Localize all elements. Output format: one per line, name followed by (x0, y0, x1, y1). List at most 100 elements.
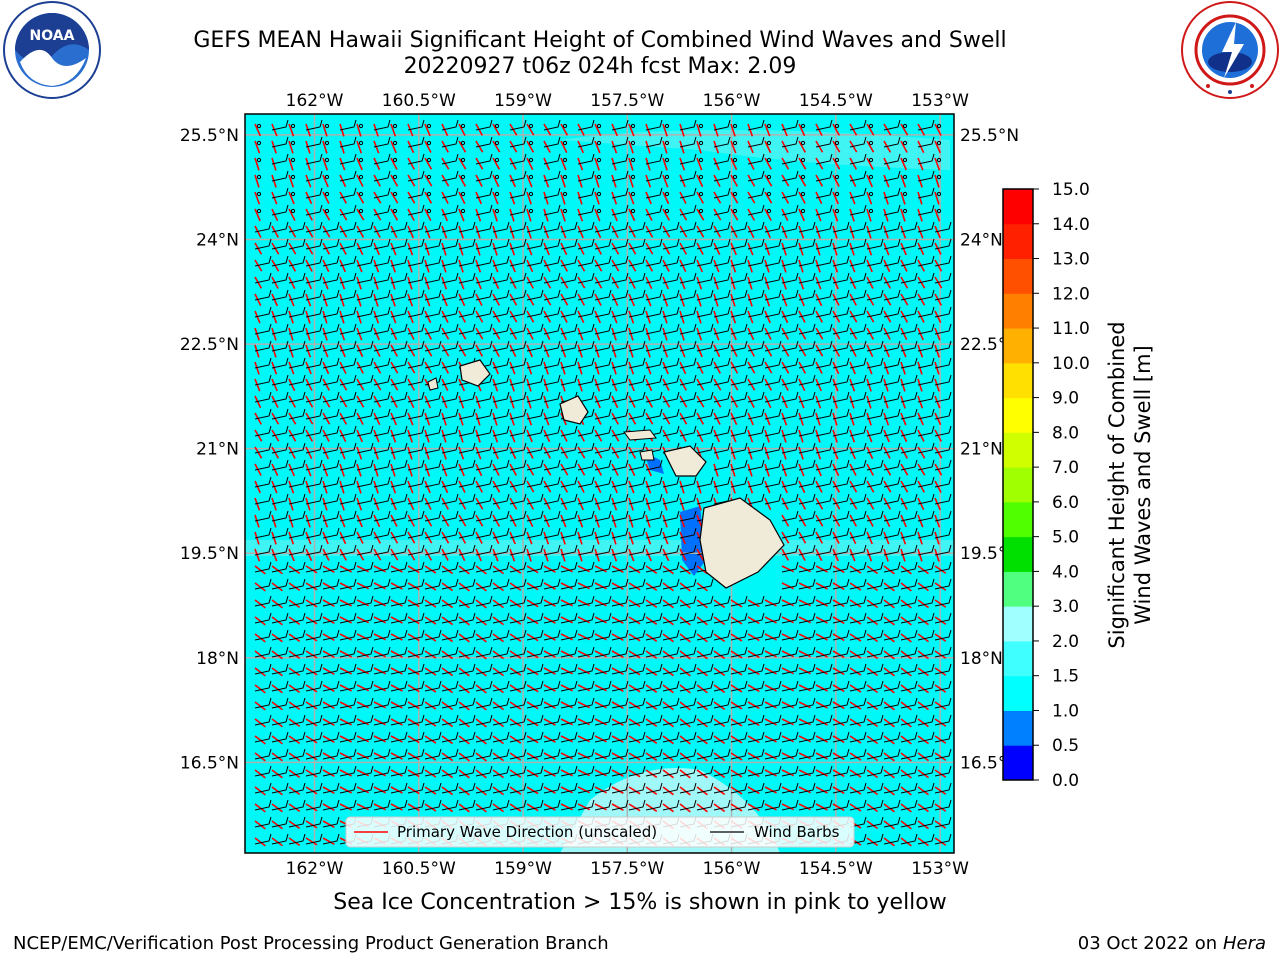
wind-barb-calm (596, 123, 602, 129)
wind-barb (543, 663, 561, 675)
wind-barb (373, 527, 391, 539)
wave-arrow (781, 276, 787, 290)
wave-arrow (781, 718, 795, 726)
wind-barb (373, 544, 391, 556)
wave-arrow (628, 157, 634, 171)
x-tick-label-bottom: 159°W (494, 859, 552, 879)
wind-barb (339, 663, 357, 675)
wave-arrow (458, 803, 470, 813)
wind-barb (543, 493, 561, 505)
wind-barb (407, 170, 425, 182)
wind-barb (288, 221, 306, 233)
wind-barb (645, 119, 663, 131)
wind-barb-calm (562, 208, 568, 214)
wave-arrow (849, 633, 862, 642)
wind-barb (288, 680, 306, 692)
wind-barb (815, 255, 833, 267)
wind-barb (611, 493, 629, 505)
wave-arrow (441, 463, 448, 477)
wave-arrow (832, 429, 838, 443)
wind-barb (271, 629, 289, 641)
wind-barb (254, 493, 272, 505)
wind-barb (390, 714, 408, 726)
wave-arrow (696, 769, 708, 779)
wind-barb (271, 527, 289, 539)
wind-barb (832, 646, 850, 658)
wave-arrow (832, 174, 840, 187)
wave-arrow (322, 650, 335, 659)
wind-barb (662, 697, 680, 709)
wind-barb (781, 680, 799, 692)
wind-barb (849, 680, 867, 692)
wind-barb-calm (630, 191, 636, 197)
wind-barb (356, 272, 374, 284)
wind-barb (815, 170, 833, 182)
wave-arrow (883, 599, 895, 609)
wave-arrow (679, 293, 685, 307)
wave-arrow (526, 599, 539, 608)
wave-arrow (662, 123, 668, 137)
wave-arrow (356, 208, 365, 221)
wave-arrow (373, 140, 380, 154)
wave-arrow (356, 786, 370, 794)
wave-arrow (407, 446, 413, 460)
wave-arrow (934, 157, 941, 171)
wave-arrow (390, 293, 396, 307)
wind-barb (815, 357, 833, 369)
wave-arrow (713, 140, 720, 154)
wind-barb (526, 238, 544, 250)
wave-arrow (339, 446, 346, 460)
wave-arrow (492, 412, 498, 426)
wave-arrow (424, 123, 431, 137)
wind-barb (815, 119, 833, 131)
wave-arrow (934, 361, 940, 375)
wind-barb (339, 374, 357, 386)
wave-arrow (798, 242, 804, 256)
wind-barb (560, 306, 578, 318)
wave-arrow (798, 684, 812, 692)
wave-arrow (271, 718, 283, 728)
wind-barb (288, 527, 306, 539)
wave-arrow (543, 565, 556, 573)
wind-barb (713, 289, 731, 301)
wind-barb (509, 748, 527, 760)
wave-arrow (424, 565, 437, 574)
wind-barb (577, 578, 595, 590)
wind-barb (713, 663, 731, 675)
wave-arrow (832, 395, 838, 409)
wind-barb (373, 340, 391, 352)
wave-arrow (577, 191, 583, 205)
wind-barb (424, 255, 442, 267)
wave-arrow (611, 786, 624, 794)
wave-arrow (679, 531, 686, 545)
wind-barb (645, 680, 663, 692)
wave-arrow (645, 701, 658, 710)
wind-barb (407, 136, 425, 148)
wave-arrow (356, 123, 362, 137)
wave-arrow (611, 327, 617, 341)
wind-barb (883, 476, 901, 488)
wind-barb (679, 765, 697, 777)
wind-barb (611, 765, 629, 777)
wave-arrow (934, 667, 947, 676)
wave-arrow (628, 582, 641, 591)
wave-arrow (339, 599, 352, 607)
x-tick-label-bottom: 157.5°W (590, 859, 664, 879)
wind-barb (679, 680, 697, 692)
wind-barb (628, 561, 646, 573)
wind-barb (577, 255, 595, 267)
colorbar-tick-label: 12.0 (1052, 284, 1090, 304)
wave-arrow (849, 803, 862, 812)
wind-barb (713, 646, 731, 658)
wind-barb (781, 510, 799, 522)
wind-barb-calm (664, 123, 670, 129)
wave-arrow (322, 208, 331, 221)
wave-arrow (594, 548, 600, 562)
wind-barb-calm (528, 191, 534, 197)
wind-barb (645, 306, 663, 318)
wave-arrow (271, 820, 283, 830)
colorbar-segment (1003, 745, 1033, 781)
wave-arrow (577, 599, 591, 607)
wind-barb (373, 374, 391, 386)
wave-arrow (866, 378, 872, 392)
